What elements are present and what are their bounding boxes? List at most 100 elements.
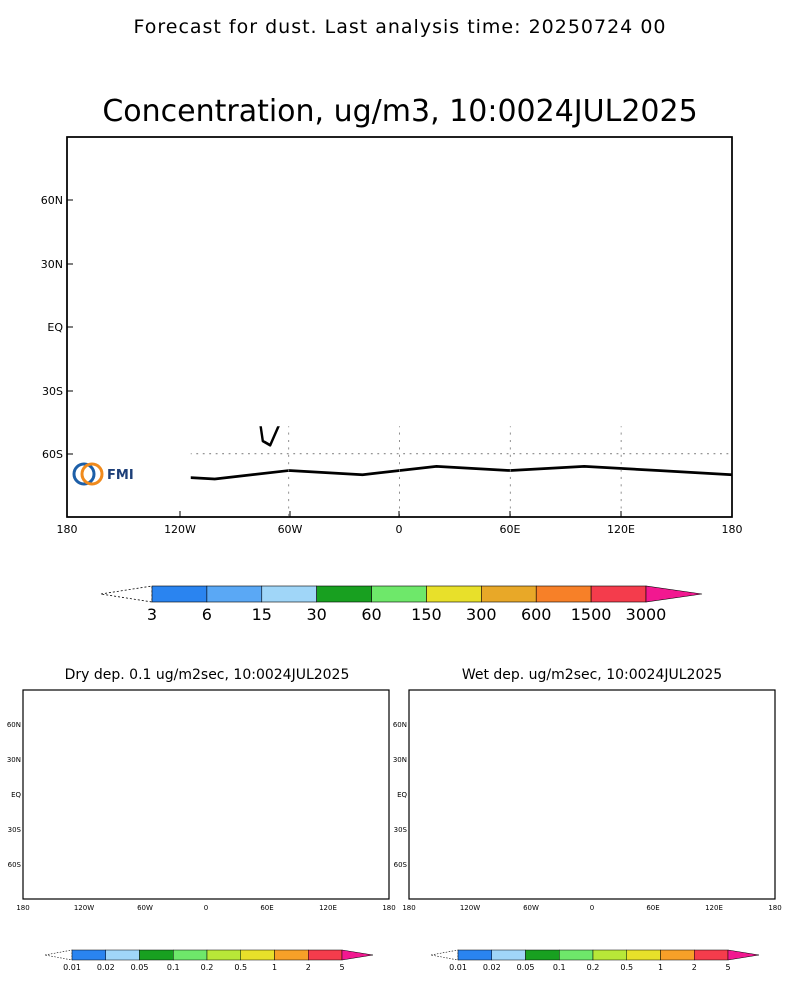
colorbar-swatch — [274, 949, 309, 961]
main-lon-label: 120E — [607, 523, 635, 536]
main-lat-label: 30N — [41, 258, 63, 271]
colorbar-tick-label: 2 — [692, 963, 697, 972]
wet-lat-label: 30N — [393, 756, 407, 764]
colorbar-tick-label: 1 — [272, 963, 277, 972]
colorbar-swatch — [316, 585, 372, 603]
dry-lat-label: EQ — [11, 791, 21, 799]
wet-lat-label: EQ — [397, 791, 407, 799]
dry-lon-label: 60E — [260, 904, 273, 912]
wet-dep-map: 60N 30N EQ 30S 60S 180 120W 60W 0 60E 12… — [393, 689, 782, 912]
colorbar-tick-label: 0.1 — [553, 963, 566, 972]
wet-lon-label: 120W — [460, 904, 480, 912]
colorbar-tick-label: 3 — [147, 605, 157, 624]
main-lat-label: 60S — [42, 448, 63, 461]
colorbar-swatch — [525, 949, 560, 961]
dry-lon-label: 180 — [16, 904, 29, 912]
colorbar-tick-label: 300 — [466, 605, 497, 624]
colorbar-swatch — [491, 949, 526, 961]
main-lat-label: EQ — [47, 321, 63, 334]
colorbar-low-arrow — [100, 585, 153, 603]
colorbar-tick-label: 0.1 — [167, 963, 180, 972]
colorbar-tick-label: 60 — [361, 605, 381, 624]
main-lon-label: 120W — [164, 523, 196, 536]
colorbar-tick-label: 5 — [725, 963, 730, 972]
wet-lon-label: 180 — [768, 904, 781, 912]
colorbar-tick-label: 0.2 — [201, 963, 214, 972]
wet-lon-label: 0 — [590, 904, 594, 912]
colorbar-tick-label: 0.01 — [63, 963, 81, 972]
colorbar-tick-label: 15 — [252, 605, 272, 624]
dry-lat-label: 30S — [8, 826, 22, 834]
colorbar-swatch — [626, 949, 661, 961]
colorbar-tick-label: 600 — [521, 605, 552, 624]
wet-lon-label: 60E — [646, 904, 659, 912]
colorbar-tick-label: 1 — [658, 963, 663, 972]
colorbar-tick-label: 30 — [306, 605, 326, 624]
wet-dep-colorbar: 0.01 0.02 0.05 0.1 0.2 0.5 1 2 5 — [430, 949, 760, 972]
colorbar-low-arrow — [430, 949, 459, 961]
wet-lon-label: 60W — [523, 904, 539, 912]
colorbar-tick-label: 0.2 — [587, 963, 600, 972]
main-lon-label: 180 — [722, 523, 743, 536]
colorbar-swatch — [71, 949, 106, 961]
colorbar-tick-label: 0.5 — [620, 963, 633, 972]
colorbar-swatch — [457, 949, 492, 961]
main-lon-label: 60W — [278, 523, 303, 536]
colorbar-swatch — [481, 585, 537, 603]
colorbar-swatch — [590, 585, 647, 603]
colorbar-swatch — [139, 949, 174, 961]
colorbar-swatch — [240, 949, 275, 961]
colorbar-swatch — [173, 949, 208, 961]
colorbar-swatch — [206, 949, 241, 961]
colorbar-low-arrow — [44, 949, 73, 961]
colorbar-tick-label: 0.01 — [449, 963, 467, 972]
wet-dep-title: Wet dep. ug/m2sec, 10:0024JUL2025 — [461, 667, 723, 683]
main-lat-label: 60N — [41, 194, 63, 207]
colorbar-swatch — [559, 949, 594, 961]
colorbar-swatch — [535, 585, 592, 603]
colorbar-tick-label: 5 — [339, 963, 344, 972]
colorbar-swatch — [426, 585, 482, 603]
colorbar-swatch — [592, 949, 627, 961]
dry-lon-label: 120E — [319, 904, 337, 912]
colorbar-high-arrow — [645, 585, 703, 603]
wet-lat-label: 30S — [394, 826, 408, 834]
dry-lat-label: 60N — [7, 721, 21, 729]
colorbar-swatch — [261, 585, 317, 603]
dry-dep-title: Dry dep. 0.1 ug/m2sec, 10:0024JUL2025 — [64, 667, 350, 683]
colorbar-high-arrow — [727, 949, 760, 961]
colorbar-tick-label: 2 — [306, 963, 311, 972]
dry-lon-label: 0 — [204, 904, 208, 912]
wet-lat-label: 60S — [394, 861, 408, 869]
colorbar-high-arrow — [341, 949, 374, 961]
dry-lon-label: 180 — [382, 904, 395, 912]
dry-lon-label: 60W — [137, 904, 153, 912]
dry-dep-colorbar: 0.01 0.02 0.05 0.1 0.2 0.5 1 2 5 — [44, 949, 374, 972]
fmi-logo-text: FMI — [107, 468, 134, 483]
dry-lon-label: 120W — [74, 904, 94, 912]
colorbar-swatch — [660, 949, 695, 961]
colorbar-tick-label: 0.02 — [483, 963, 501, 972]
colorbar-tick-label: 0.02 — [97, 963, 115, 972]
colorbar-tick-label: 0.05 — [131, 963, 149, 972]
colorbar-swatch — [694, 949, 729, 961]
dry-dep-map: 60N 30N EQ 30S 60S 180 120W 60W 0 60E 12… — [7, 689, 396, 912]
forecast-header: Forecast for dust. Last analysis time: 2… — [133, 16, 667, 38]
main-lat-label: 30S — [42, 385, 63, 398]
wet-lon-label: 180 — [402, 904, 415, 912]
main-lon-label: 180 — [57, 523, 78, 536]
fmi-logo: FMI — [72, 462, 134, 486]
colorbar-tick-label: 3000 — [626, 605, 667, 624]
colorbar-swatch — [308, 949, 343, 961]
wet-lat-label: 60N — [393, 721, 407, 729]
colorbar-swatch — [105, 949, 140, 961]
main-map: 60N 30N EQ 30S 60S 180 120W 60W 0 60E 12… — [41, 136, 743, 536]
colorbar-swatch — [371, 585, 427, 603]
colorbar-swatch — [151, 585, 208, 603]
colorbar-swatch — [206, 585, 263, 603]
colorbar-tick-label: 1500 — [571, 605, 612, 624]
dry-lat-label: 60S — [8, 861, 22, 869]
colorbar-tick-label: 0.05 — [517, 963, 535, 972]
main-lon-label: 60E — [500, 523, 521, 536]
wet-lon-label: 120E — [705, 904, 723, 912]
